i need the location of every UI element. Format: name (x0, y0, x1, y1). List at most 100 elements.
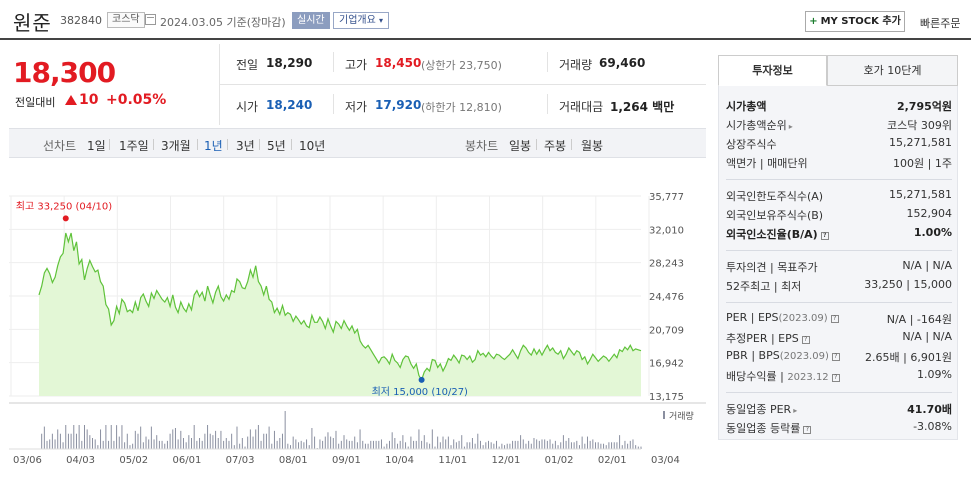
volume-bar (471, 438, 473, 449)
divider (726, 392, 952, 393)
volume-bar (485, 442, 487, 449)
price-chart[interactable]: 35,777 32,010 28,243 24,476 20,709 16,942 13,1… (9, 170, 706, 470)
volume-bar (142, 442, 144, 449)
volume-bar (83, 425, 85, 449)
volume-value: 69,460 (599, 56, 646, 70)
volume-bar (335, 430, 337, 449)
volume-bar (193, 425, 195, 449)
par-value: 100원 | 1주 (893, 157, 952, 170)
upper-limit: (상한가 23,750) (421, 59, 502, 72)
corp-overview-dropdown[interactable]: 기업개요 ▾ (333, 12, 390, 29)
y-tick-label: 13,175 (649, 392, 684, 403)
volume-bar (431, 429, 433, 449)
volume-bar (541, 439, 543, 449)
tab-invest-info[interactable]: 투자정보 (718, 55, 827, 86)
volume-bar (517, 440, 519, 449)
volume-bar (43, 426, 45, 449)
volume-bar (191, 438, 193, 449)
foreign-ratio-value: 1.00% (913, 226, 952, 239)
basis-date: 2024.03.05 기준(장마감) (160, 16, 286, 29)
diff-label: 전일대비 (15, 96, 56, 109)
volume-bar (426, 442, 428, 449)
volume-bar (255, 429, 257, 449)
volume-bar (386, 443, 388, 449)
industry-rate-value: -3.08% (913, 420, 952, 433)
volume-bar (46, 440, 48, 449)
volume-bar (209, 433, 211, 449)
tab-order-book[interactable]: 호가 10단계 (827, 55, 958, 86)
dividend-value: 1.09% (917, 368, 952, 381)
help-icon[interactable]: ? (831, 374, 840, 382)
add-my-stock-button[interactable]: + MY STOCK 추가 (805, 11, 905, 32)
y-tick-label: 24,476 (649, 292, 684, 303)
volume-bar (565, 440, 567, 449)
current-price: 18,300 (13, 56, 116, 89)
candle-weekly[interactable]: 주봉 (544, 139, 567, 153)
quick-order-link[interactable]: 빠른주문 (920, 17, 961, 30)
est-per-value: N/A | N/A (902, 330, 952, 343)
period-1y[interactable]: 1년 (204, 139, 223, 153)
help-icon[interactable]: ? (801, 336, 810, 344)
volume-bar (145, 436, 147, 449)
volume-bar (228, 440, 230, 449)
help-icon[interactable]: ? (831, 353, 840, 361)
period-1w[interactable]: 1주일 (119, 139, 149, 153)
volume-bar (533, 438, 535, 449)
period-1d[interactable]: 1일 (87, 139, 106, 153)
volume-bar (140, 426, 142, 449)
divider (153, 139, 154, 150)
volume-bar (322, 440, 324, 449)
volume-bar (592, 439, 594, 449)
volume-bar (126, 433, 128, 449)
low-label: 저가 (345, 100, 368, 114)
volume-bar (199, 438, 201, 449)
per-row: PER | EPS(2023.09)? N/A | -164원 (726, 311, 952, 327)
volume-bar (640, 446, 642, 449)
volume-bar (244, 446, 246, 449)
chevron-down-icon: ▾ (379, 16, 384, 25)
plus-icon: + (809, 16, 818, 27)
period-3m[interactable]: 3개월 (161, 139, 191, 153)
dividend-row: 배당수익률 | 2023.12? 1.09% (726, 368, 952, 384)
period-10y[interactable]: 10년 (299, 139, 326, 153)
volume-bar (132, 443, 134, 449)
candle-daily[interactable]: 일봉 (509, 139, 532, 153)
volume-bar (150, 426, 152, 449)
pbr-value: 2.65배 | 6,901원 (865, 351, 952, 364)
candle-monthly[interactable]: 월봉 (581, 139, 604, 153)
volume-bar (562, 435, 564, 449)
volume-bar (41, 433, 43, 449)
volume-bar (490, 442, 492, 449)
volume-bar (94, 439, 96, 449)
price-change-pct: +0.05% (106, 92, 167, 108)
volume-bar (118, 436, 120, 449)
volume-bar (49, 439, 51, 449)
divider (726, 179, 952, 180)
industry-per-label[interactable]: 동일업종 PER ▸ (726, 403, 798, 416)
volume-legend-swatch (663, 411, 665, 419)
x-tick-label: 04/03 (66, 455, 95, 466)
volume-bar (233, 445, 235, 449)
rank-label[interactable]: 시가총액순위 ▸ (726, 119, 793, 132)
volume-bar (364, 443, 366, 449)
help-icon[interactable]: ? (830, 315, 839, 323)
volume-bar (509, 443, 511, 449)
up-arrow-icon (65, 95, 77, 105)
period-3y[interactable]: 3년 (236, 139, 255, 153)
volume-bar (455, 442, 457, 449)
volume-bar (204, 433, 206, 449)
help-icon[interactable]: ? (820, 232, 829, 240)
stock-code: 382840 (60, 14, 102, 27)
period-5y[interactable]: 5년 (267, 139, 286, 153)
open-value: 18,240 (266, 98, 313, 112)
realtime-button[interactable]: 실시간 (292, 12, 330, 29)
volume-bar (576, 440, 578, 449)
divider (259, 139, 260, 150)
invest-info-panel: 투자정보 호가 10단계 시가총액 2,795억원 시가총액순위 ▸ 코스닥 30… (718, 55, 958, 440)
volume-bar (257, 425, 259, 449)
volume-bar (522, 439, 524, 449)
divider (227, 139, 228, 150)
volume-bar (616, 442, 618, 449)
volume-bar (81, 440, 83, 449)
help-icon[interactable]: ? (803, 426, 812, 434)
